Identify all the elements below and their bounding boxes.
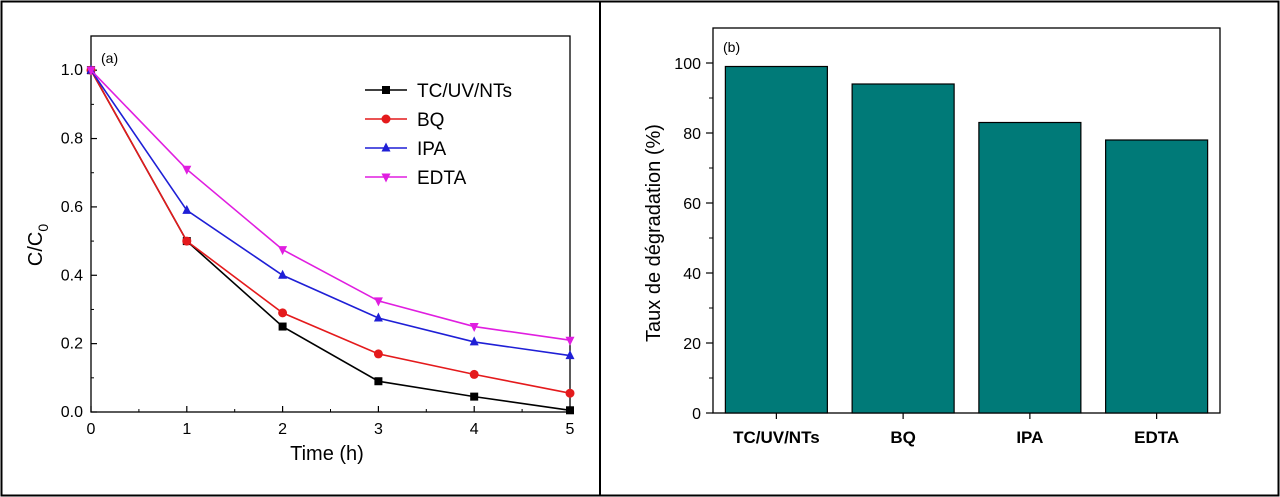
panel-a-label: (a): [101, 50, 118, 66]
series-line-edta: [90, 69, 571, 342]
data-point-ipa: [278, 269, 288, 279]
x-tick-label: 0: [87, 421, 96, 438]
y-tick-label: 1.0: [61, 62, 83, 79]
x-tick-label: 4: [470, 421, 479, 438]
x-category-label-ipa: IPA: [1016, 428, 1043, 447]
bar-ipa: [978, 121, 1082, 414]
legend-label-edta: EDTA: [417, 168, 467, 189]
panel-a-legend: TC/UV/NTs BQ IPA EDTA: [365, 81, 512, 189]
panel-a-series: [86, 64, 575, 415]
y-tick-label: 0.6: [61, 199, 83, 216]
data-point-tc-uv-nts: [278, 322, 287, 331]
y-tick-label: 0.4: [61, 267, 83, 284]
data-point-bq: [373, 349, 383, 359]
x-category-label-bq: BQ: [890, 428, 916, 447]
series-line-ipa: [90, 69, 571, 357]
y-tick-label: 20: [683, 336, 701, 353]
data-point-tc-uv-nts: [470, 392, 479, 401]
bar-bq: [851, 83, 955, 414]
y-tick-label: 0.2: [61, 336, 83, 353]
series-line-bq: [90, 69, 571, 394]
y-tick-label: 60: [683, 196, 701, 213]
series-line-tc-uv-nts: [90, 69, 571, 412]
data-point-tc-uv-nts: [374, 377, 383, 386]
bar-edta: [1105, 139, 1209, 414]
legend-marker-tc-uv-nts: [382, 86, 390, 94]
panel-b-bars: [724, 65, 1209, 414]
data-point-edta: [278, 246, 288, 256]
panel-b-y-axis-title: Taux de dégradation (%): [643, 124, 665, 342]
x-tick-label: 2: [278, 421, 287, 438]
y-tick-label: 0.0: [61, 404, 83, 421]
panel-a-axes: 0 1 2 3 4 5 0.0 0.2 0.4 0.6 0.8 1.0: [61, 62, 575, 438]
data-point-ipa: [373, 312, 383, 322]
panel-b-plot-frame: [712, 27, 1221, 414]
data-point-edta: [469, 323, 479, 333]
bar-tc-uv-nts: [724, 65, 828, 414]
x-tick-label: 5: [566, 421, 575, 438]
legend-marker-ipa: [381, 142, 391, 152]
panel-a-x-axis-title: Time (h): [290, 443, 364, 465]
y-tick-label: 40: [683, 266, 701, 283]
data-point-bq: [278, 308, 288, 318]
x-category-label-edta: EDTA: [1134, 428, 1179, 447]
panel-b-label: (b): [723, 39, 740, 55]
data-point-edta: [565, 336, 575, 346]
data-point-edta: [373, 297, 383, 307]
y-tick-label: 80: [683, 126, 701, 143]
legend-label-ipa: IPA: [417, 139, 447, 160]
data-point-ipa: [182, 204, 192, 214]
legend-marker-edta: [381, 173, 391, 183]
data-point-edta: [182, 165, 192, 175]
data-point-bq: [565, 388, 575, 398]
x-tick-label: 1: [182, 421, 191, 438]
panel-b-bar-chart: (b) 0 20 40 60 80 100 TC/UV/NTs BQ IPA EDTA Taux …: [643, 27, 1221, 447]
data-point-edta: [86, 66, 96, 76]
data-point-ipa: [565, 350, 575, 360]
x-category-label-tc-uv-nts: TC/UV/NTs: [733, 428, 820, 447]
legend-label-bq: BQ: [417, 110, 444, 131]
panel-a-line-chart: (a) 0 1 2 3 4 5 0.0 0.2 0.4 0.6 0.8 1.0 TC/UV/NTs BQ…: [25, 35, 575, 465]
y-tick-label: 0: [692, 406, 701, 423]
data-point-tc-uv-nts: [566, 406, 574, 415]
legend-label-tc-uv-nts: TC/UV/NTs: [417, 81, 512, 102]
y-tick-label: 0.8: [61, 131, 83, 148]
x-tick-label: 3: [374, 421, 383, 438]
data-point-ipa: [469, 336, 479, 346]
panel-b-axes: 0 20 40 60 80 100 TC/UV/NTs BQ IPA EDTA: [674, 56, 1179, 447]
y-tick-label: 100: [674, 56, 701, 73]
data-point-bq: [182, 236, 192, 246]
panel-a-y-axis-title: C/C0: [25, 224, 51, 266]
data-point-bq: [469, 369, 479, 379]
legend-marker-bq: [381, 114, 391, 124]
